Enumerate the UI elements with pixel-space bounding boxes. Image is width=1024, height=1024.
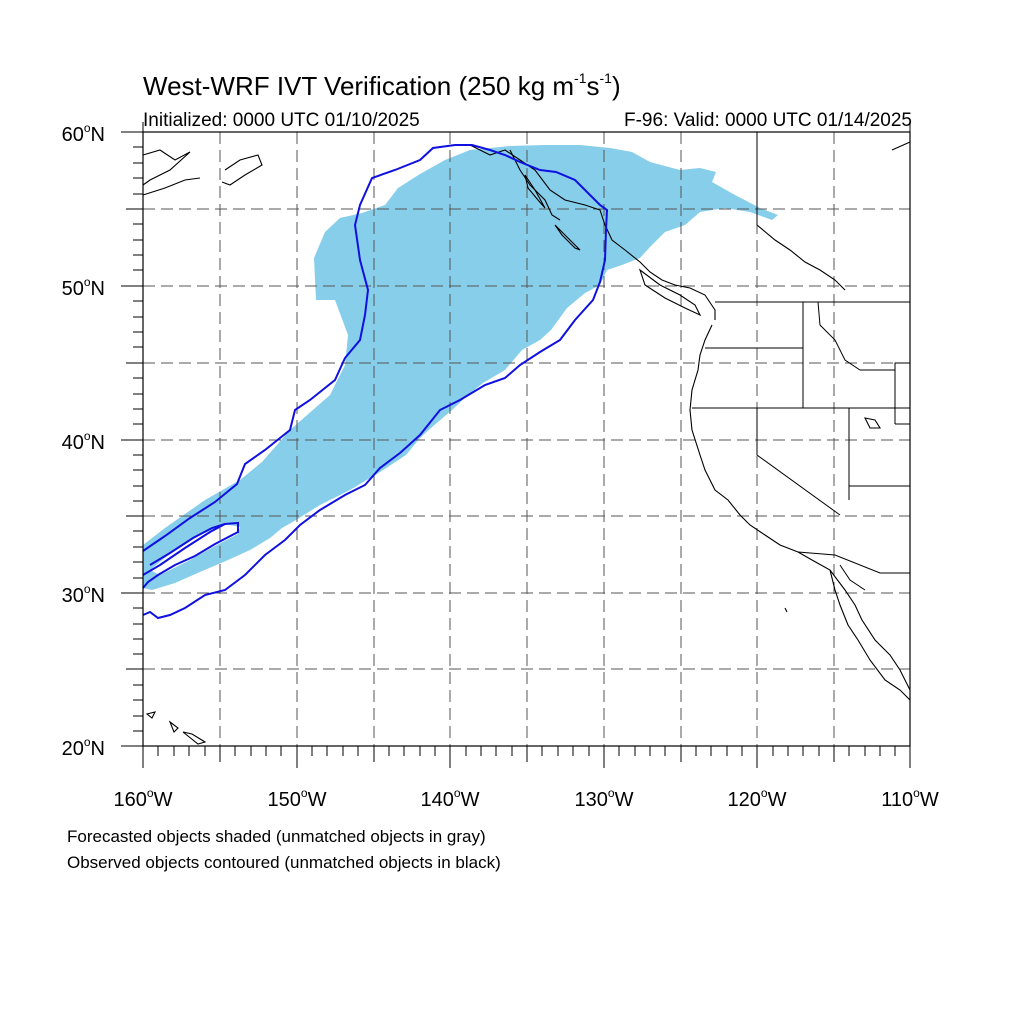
observed-object-main (142, 144, 609, 620)
lon-label-120w: 120oW (727, 786, 787, 811)
lon-label-160w: 160oW (113, 786, 173, 811)
lon-label-150w: 150oW (267, 786, 327, 811)
lat-label-20n: 20oN (61, 735, 105, 760)
axis-ticks (121, 122, 911, 768)
valid-time-label: F-96: Valid: 0000 UTC 01/14/2025 (624, 110, 912, 131)
lat-label-30n: 30oN (61, 582, 105, 607)
observed-object-inner (142, 521, 239, 589)
init-time-label: Initialized: 0000 UTC 01/10/2025 (143, 110, 420, 131)
lon-label-110w: 110oW (881, 786, 939, 811)
political-borders (692, 132, 910, 591)
lon-label-140w: 140oW (420, 786, 480, 811)
lat-label-50n: 50oN (61, 275, 105, 300)
coastlines (142, 141, 911, 745)
forecast-ivt-object (143, 145, 778, 590)
lat-label-40n: 40oN (61, 429, 105, 454)
observed-ivt-contours (142, 144, 609, 620)
plot-title: West-WRF IVT Verification (250 kg m-1s-1… (143, 70, 621, 101)
lon-label-130w: 130oW (574, 786, 634, 811)
graticule (143, 132, 910, 746)
legend-forecast-note: Forecasted objects shaded (unmatched obj… (67, 827, 486, 846)
observed-object-hole (149, 523, 226, 566)
lat-label-60n: 60oN (61, 121, 105, 146)
legend-observed-note: Observed objects contoured (unmatched ob… (67, 853, 501, 872)
